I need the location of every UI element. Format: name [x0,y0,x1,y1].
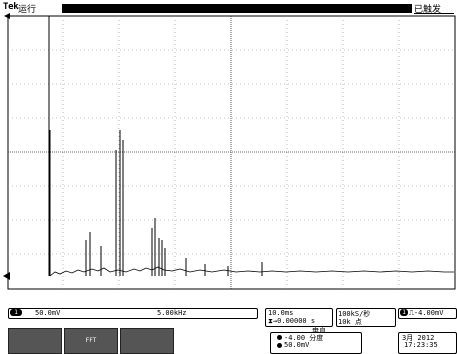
softkey-3[interactable] [120,328,174,354]
channel-status-row: 1 50.0mV 5.00kHz 10.0ms ⧗→0.00000 s 100k… [0,306,457,327]
trigger-level: ⎍-4.00mV [409,309,444,317]
date: 3月 2012 [402,334,435,342]
softkey-fft[interactable]: FFT [64,328,118,354]
acquisition-record-bar [62,4,412,13]
sample-rate: 100kS/秒 [338,310,371,318]
vertical-scale: 50.0mV [284,341,310,349]
record-length: 10k 点 [338,318,362,326]
rising-edge-icon: ⎍ [409,309,414,317]
channel1-badge: 1 [10,309,22,316]
vertical-position: -4.00 分度 [284,334,324,342]
delay-icon: ⧗→ [268,317,278,325]
divider [414,13,454,14]
trigger-status: 已触发 [414,5,442,15]
brand-logo: Tek [3,2,19,12]
bottom-menu: FFT 垂直 -4.00 分度 50.0mV 3月 2012 17:23:35 [0,326,457,354]
timebase-delay: ⧗→0.00000 s [268,317,316,325]
fft-spectrum-trace [48,16,263,276]
timebase-readout[interactable] [265,308,333,327]
graticule-frame [7,15,456,290]
timebase-scale: 10.0ms [268,309,294,317]
graticule-grid [8,16,455,289]
trigger-source-badge: 1 [400,309,408,316]
scale-knob-icon [277,343,282,348]
vertical-menu-title: 垂直 [312,326,326,334]
channel1-scale: 50.0mV [35,309,61,317]
time: 17:23:35 [404,341,438,349]
spectrum-noise-floor [49,266,454,277]
graticule-center-axes [8,16,455,289]
trigger-position-marker [4,13,10,19]
channel1-ground-marker [3,272,10,280]
sampling-readout[interactable] [336,308,396,327]
position-knob-icon [277,335,282,340]
softkey-1[interactable] [8,328,62,354]
waveform-display [3,13,456,290]
fft-center-frequency: 5.00kHz [157,309,187,317]
run-status: 运行 [18,5,37,15]
channel1-readout[interactable] [8,308,258,319]
top-status-bar: Tek 运行 已触发 [0,0,457,16]
